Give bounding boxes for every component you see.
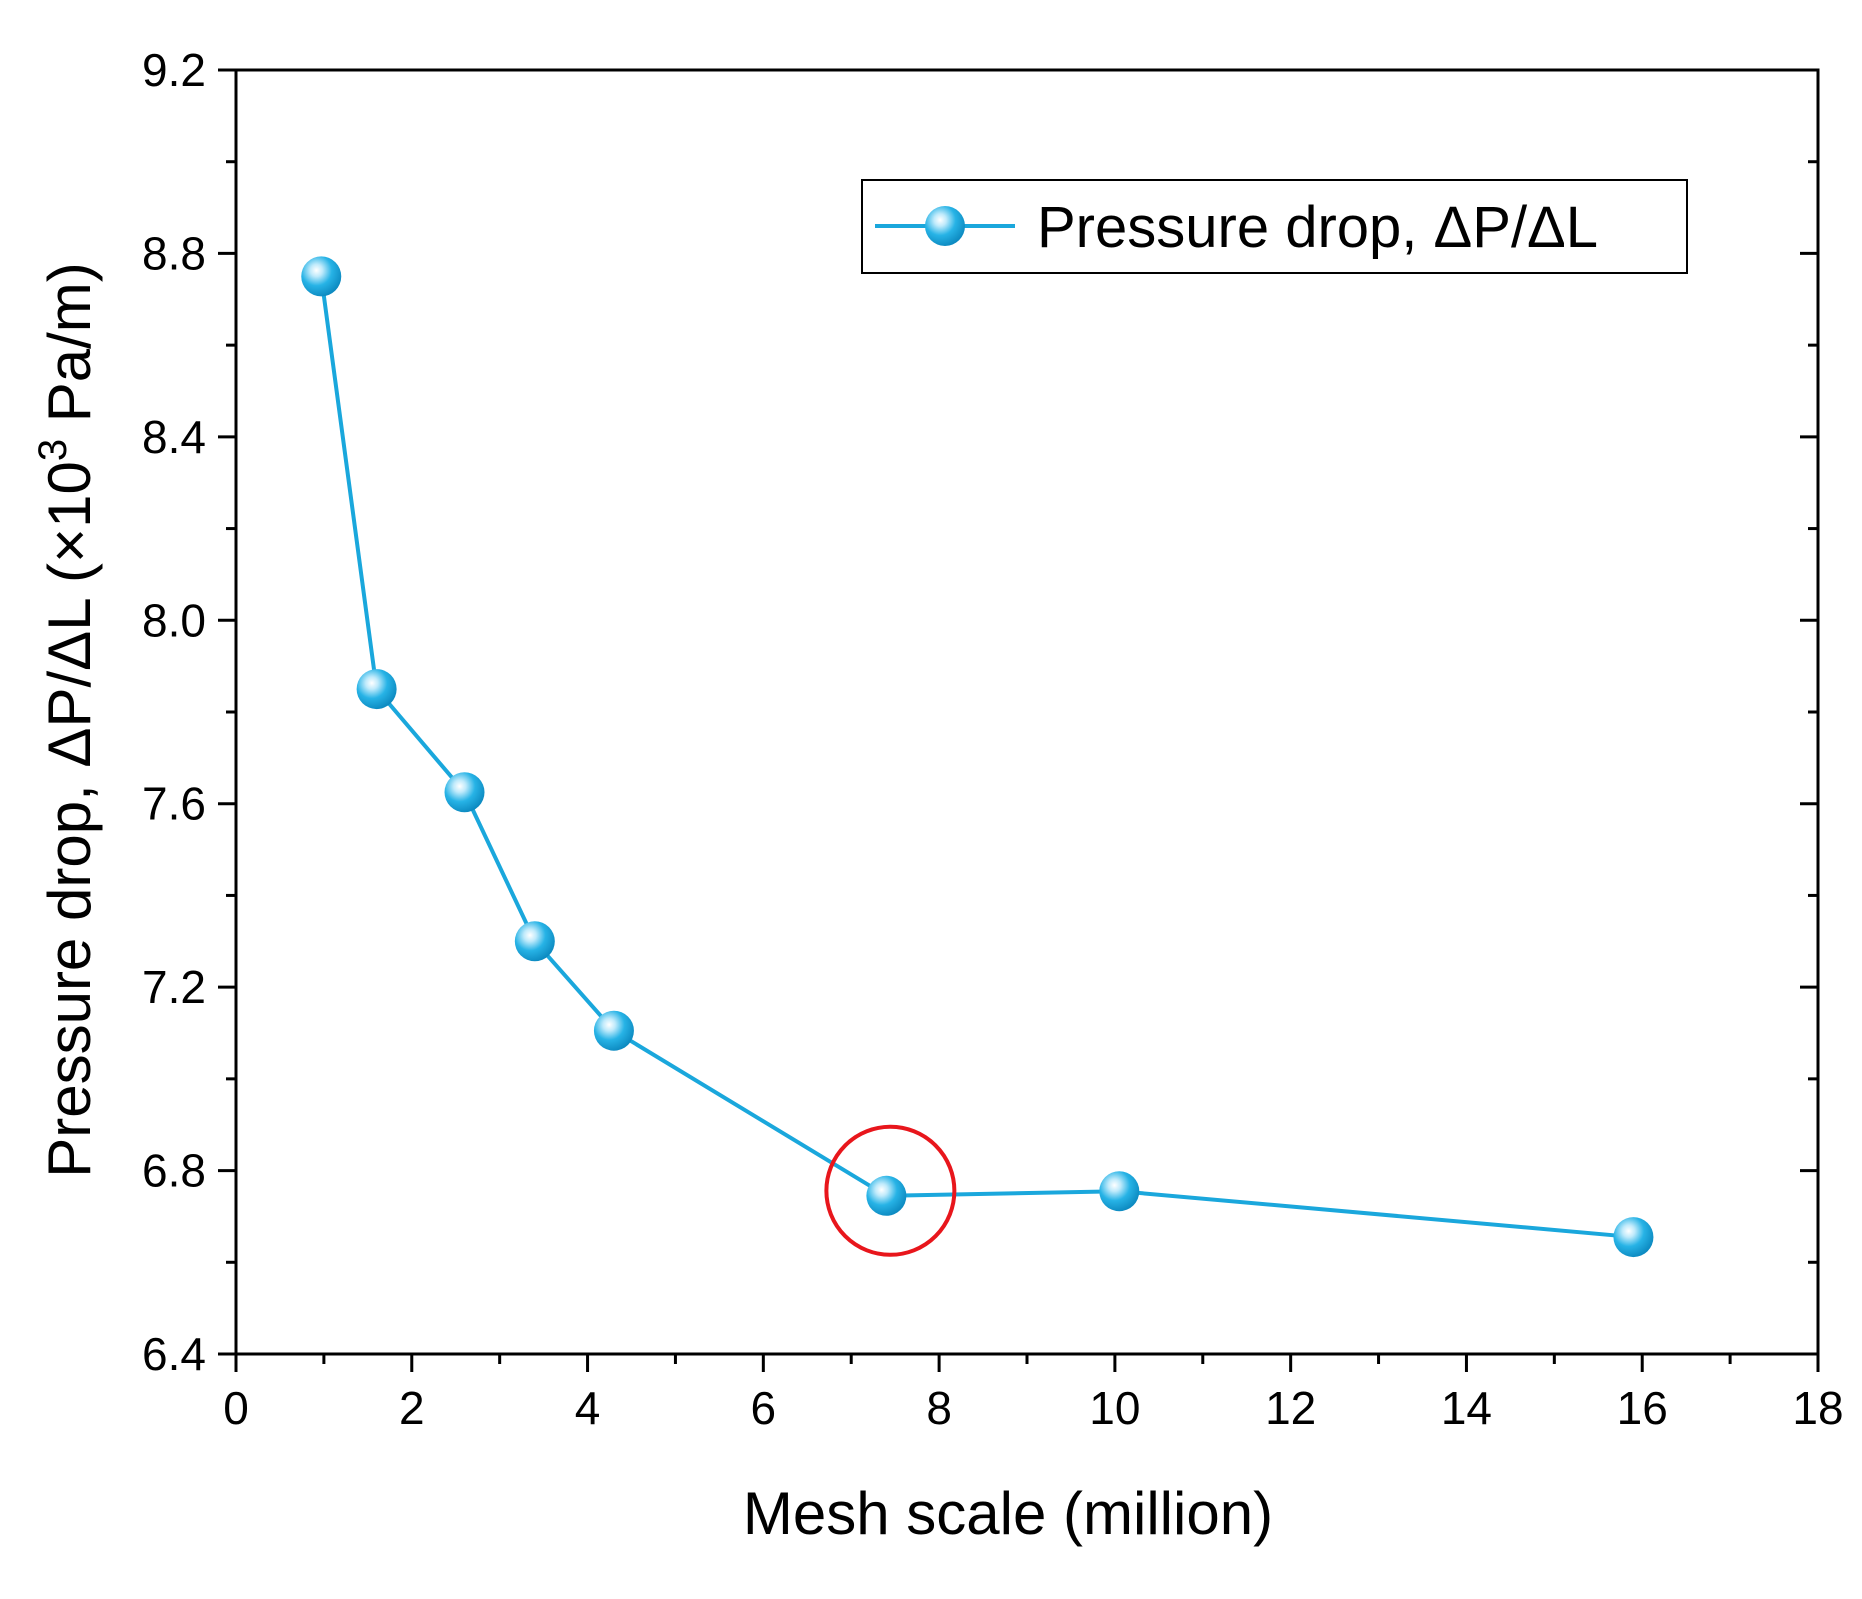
x-tick-label: 12 [1265,1382,1316,1434]
y-tick-label: 8.4 [142,411,206,463]
data-point [866,1175,907,1216]
legend-marker-swatch [925,206,965,246]
y-tick-label: 8.8 [142,227,206,279]
legend: Pressure drop, ΔP/ΔL [861,179,1688,274]
data-point [1613,1217,1654,1258]
x-tick-label: 6 [751,1382,777,1434]
y-axis: 6.4 6.8 7.2 7.6 8.0 8.4 8.8 9.2 [142,44,1818,1380]
x-axis-title: Mesh scale (million) [743,1480,1273,1547]
data-point [356,669,397,710]
x-tick-label: 0 [223,1382,249,1434]
data-point [514,921,555,962]
y-axis-title: Pressure drop, ΔP/ΔL (×103 Pa/m) [31,262,103,1178]
x-axis: 0 2 4 6 8 10 12 14 16 18 [223,1354,1844,1434]
data-point [444,772,485,813]
legend-label: Pressure drop, ΔP/ΔL [1037,195,1598,260]
x-tick-label: 4 [575,1382,601,1434]
y-tick-label: 8.0 [142,594,206,646]
y-tick-label: 9.2 [142,44,206,96]
highlight-circle [824,1124,957,1257]
data-point [1099,1171,1140,1212]
x-tick-label: 18 [1792,1382,1843,1434]
y-tick-label: 7.2 [142,961,206,1013]
y-tick-label: 7.6 [142,778,206,830]
data-point [301,256,342,297]
y-tick-label: 6.8 [142,1145,206,1197]
series-layer [301,256,1654,1258]
x-tick-label: 8 [926,1382,952,1434]
y-tick-label: 6.4 [142,1328,206,1380]
x-tick-label: 10 [1089,1382,1140,1434]
y-axis-title-tail: Pa/m) [36,262,103,439]
y-axis-title-main: Pressure drop, ΔP/ΔL (×10 [36,461,103,1178]
x-tick-label: 16 [1617,1382,1668,1434]
data-point [593,1010,634,1051]
y-axis-title-sup: 3 [31,439,75,461]
annotation-layer [824,1124,957,1257]
x-tick-label: 14 [1441,1382,1492,1434]
x-tick-label: 2 [399,1382,425,1434]
series-line [319,276,1634,1240]
